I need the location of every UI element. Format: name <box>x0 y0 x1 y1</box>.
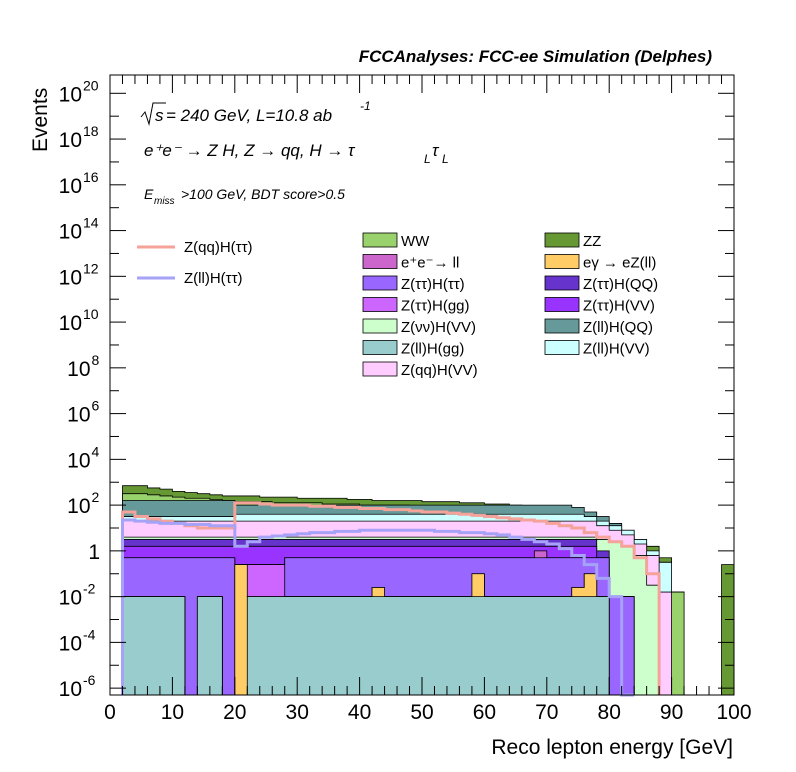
y-tick-label: 10 <box>59 678 82 701</box>
legend-swatch-Ztautau_HVV <box>544 297 580 312</box>
legend-swatch-ZZ <box>544 232 580 248</box>
x-tick-label: 60 <box>473 701 496 724</box>
signal-legend-label-sig2: Z(ll)H(ττ) <box>184 270 243 287</box>
y-tick-label: 10 <box>59 221 82 244</box>
x-tick-label: 70 <box>535 701 558 724</box>
signal-sig2 <box>120 518 635 697</box>
legend-swatch-Ztautau_HQQ <box>544 275 580 291</box>
legend-swatch-Zqq_HVV <box>362 361 398 377</box>
y-tick-exponent: 10 <box>83 306 99 322</box>
sqrt-symbol <box>140 102 166 126</box>
x-tick-label: 100 <box>716 701 751 724</box>
x-tick-label: 0 <box>104 701 116 724</box>
y-tick-label: 10 <box>67 358 90 381</box>
y-tick-label: 10 <box>67 404 90 427</box>
signal-histograms <box>120 501 661 697</box>
legend-swatch-Znunu_HVV <box>362 318 398 334</box>
signal-sig1 <box>120 501 661 695</box>
legend-label-Znunu_HVV: Z(νν)H(VV) <box>401 319 476 336</box>
y-tick-label: 10 <box>59 175 82 198</box>
selection-sub: miss <box>154 196 175 207</box>
y-tick-exponent: 8 <box>92 352 100 368</box>
y-tick-exponent: 12 <box>83 260 99 276</box>
y-tick-label: 10 <box>59 266 82 289</box>
process-sub1: L <box>424 152 431 166</box>
y-tick-exponent: 2 <box>92 489 100 505</box>
stack-ZZ-tail <box>721 564 735 696</box>
x-axis-label: Reco lepton energy [GeV] <box>491 736 733 759</box>
y-tick-exponent: -6 <box>83 672 96 688</box>
legend-label-Zll_HQQ: Z(ll)H(QQ) <box>583 319 653 336</box>
y-tick-exponent: 18 <box>83 123 99 139</box>
y-tick-exponent: -4 <box>83 626 96 642</box>
legend-label-Zll_Hgg: Z(ll)H(gg) <box>401 341 464 358</box>
y-tick-exponent: 16 <box>83 169 99 185</box>
legend-label-Zqq_HVV: Z(qq)H(VV) <box>401 362 478 379</box>
legend-label-Ztautau_Htautau: Z(ττ)H(ττ) <box>401 276 465 293</box>
y-tick-exponent: 20 <box>83 77 99 93</box>
legend-label-Zll_HVV: Z(ll)H(VV) <box>583 341 650 358</box>
x-tick-label: 30 <box>286 701 309 724</box>
chart-title: FCCAnalyses: FCC-ee Simulation (Delphes) <box>359 47 713 66</box>
signal-legend: Z(qq)H(ττ) Z(ll)H(ττ) <box>137 239 253 287</box>
legend-swatch-WW <box>362 232 398 248</box>
x-tick-label: 40 <box>348 701 371 724</box>
legend-swatch-ee_ll <box>362 254 398 269</box>
y-tick-label: 1 <box>88 541 100 564</box>
stacked-histograms <box>122 485 735 696</box>
legend-label-Ztautau_HVV: Z(ττ)H(VV) <box>583 298 655 315</box>
y-tick-label: 10 <box>67 449 90 472</box>
y-tick-exponent: 4 <box>92 443 100 459</box>
y-tick-label: 10 <box>59 312 82 335</box>
process-sub2: L <box>442 152 449 166</box>
selection-text: >100 GeV, BDT score>0.5 <box>181 186 345 202</box>
legend-label-ee_ll: e⁺e⁻→ ll <box>401 255 459 272</box>
x-tick-label: 50 <box>410 701 433 724</box>
legend-swatch-egamma <box>544 254 580 269</box>
energy-luminosity: = 240 GeV, L=10.8 ab <box>166 106 332 125</box>
legend-swatch-Zll_Hgg <box>362 340 398 355</box>
y-tick-label: 10 <box>59 129 82 152</box>
legend-swatch-Ztautau_Hgg <box>362 297 398 312</box>
x-tick-label: 80 <box>598 701 621 724</box>
legend-label-WW: WW <box>401 233 430 250</box>
process-annotation: e⁺e⁻ → Z H, Z → qq, H → τ L τ L <box>144 141 449 166</box>
legend-swatch-Ztautau_Htautau <box>362 275 398 291</box>
process-tau2: τ <box>432 141 440 160</box>
legend-label-ZZ: ZZ <box>583 233 601 250</box>
y-tick-exponent: 14 <box>83 215 99 231</box>
y-tick-label: 10 <box>59 587 82 610</box>
energy-annotation: s = 240 GeV, L=10.8 ab -1 <box>140 99 371 126</box>
y-axis-label: Events <box>29 88 52 152</box>
legend-label-Ztautau_Hgg: Z(ττ)H(gg) <box>401 298 470 315</box>
signal-legend-label-sig1: Z(qq)H(ττ) <box>184 239 253 256</box>
y-tick-label: 10 <box>59 83 82 106</box>
legend-swatch-Zll_HQQ <box>544 318 580 334</box>
y-tick-exponent: -2 <box>83 581 96 597</box>
legend-label-egamma: eγ → eZ(ll) <box>583 255 656 272</box>
legend-swatch-Zll_HVV <box>544 340 580 355</box>
selection-e: E <box>144 186 154 202</box>
y-tick-exponent: 6 <box>92 398 100 414</box>
process-text: e⁺e⁻ → Z H, Z → qq, H → τ <box>144 141 356 160</box>
legend-label-Ztautau_HQQ: Z(ττ)H(QQ) <box>583 276 658 293</box>
x-axis-ticks: 0 10 20 30 40 50 60 70 80 90 100 <box>104 75 752 724</box>
energy-sqrt-s: s <box>155 106 164 125</box>
x-tick-label: 10 <box>161 701 184 724</box>
x-tick-label: 20 <box>223 701 246 724</box>
stack-Zll_Hgg <box>122 596 685 696</box>
selection-annotation: E miss >100 GeV, BDT score>0.5 <box>144 186 345 207</box>
y-tick-label: 10 <box>67 495 90 518</box>
x-tick-label: 90 <box>660 701 683 724</box>
legend: WW ZZ e⁺e⁻→ ll eγ → eZ(ll) Z(ττ)H(ττ) Z(ττ)H(… <box>362 232 658 379</box>
y-tick-label: 10 <box>59 632 82 655</box>
luminosity-exponent: -1 <box>360 99 371 113</box>
